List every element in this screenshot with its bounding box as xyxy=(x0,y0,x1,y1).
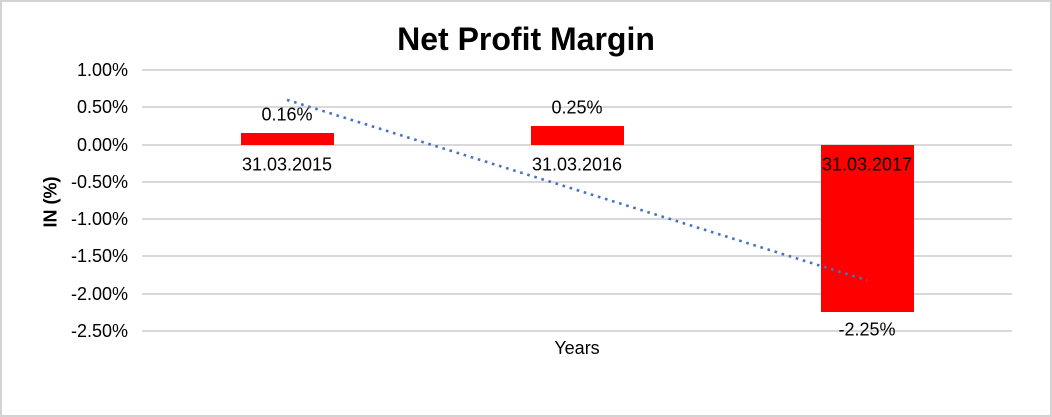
gridline xyxy=(142,292,1012,295)
bar-value-label: 0.16% xyxy=(261,104,313,125)
chart-title: Net Profit Margin xyxy=(397,21,655,57)
y-tick-label: -0.50% xyxy=(70,171,128,192)
category-label: 31.03.2015 xyxy=(241,154,333,175)
category-label: 31.03.2017 xyxy=(821,154,913,175)
y-tick-label: -1.50% xyxy=(70,246,128,267)
trendline xyxy=(286,98,868,282)
category-label: 31.03.2016 xyxy=(531,154,623,175)
gridline xyxy=(142,330,1012,332)
x-axis-title: Years xyxy=(554,338,600,358)
bar-31.03.2017 xyxy=(820,144,914,313)
bar-value-label: -2.25% xyxy=(838,319,896,340)
gridline xyxy=(142,180,1012,183)
bar-31.03.2015 xyxy=(240,132,334,145)
gridline xyxy=(142,218,1012,221)
gridline xyxy=(142,106,1012,109)
gridline xyxy=(142,255,1012,258)
y-tick-label: -2.00% xyxy=(70,283,128,304)
y-tick-label: 0.50% xyxy=(76,97,128,118)
y-tick-label: 0.00% xyxy=(76,134,128,155)
y-tick-label: 1.00% xyxy=(76,60,128,80)
bar-value-label: 0.25% xyxy=(551,97,603,118)
y-tick-label: -2.50% xyxy=(70,321,128,341)
y-tick-label: -1.00% xyxy=(70,209,128,230)
gridline xyxy=(142,143,1012,146)
gridline xyxy=(142,69,1012,71)
bar-31.03.2016 xyxy=(530,125,624,145)
